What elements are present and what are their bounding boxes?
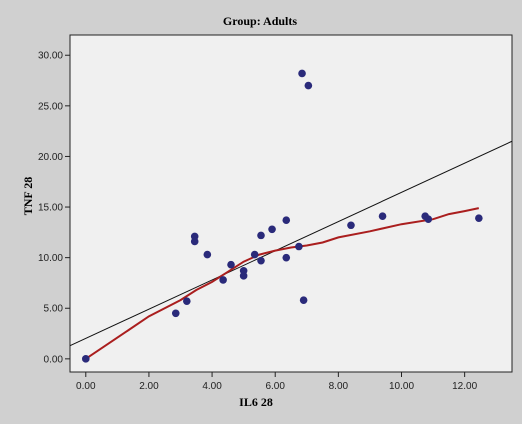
x-tick-label: 2.00 (139, 381, 159, 392)
data-point (268, 225, 276, 234)
y-tick-label: 0.00 (44, 354, 64, 365)
data-point (257, 231, 265, 240)
data-point (298, 69, 306, 78)
data-point (250, 250, 259, 259)
series-group (69, 69, 513, 363)
data-point (219, 276, 227, 284)
plot-area (69, 34, 513, 373)
y-tick-label: 15.00 (38, 203, 63, 214)
data-point (239, 266, 248, 275)
data-point (282, 216, 291, 224)
y-tick-label: 20.00 (38, 152, 63, 163)
linear-fit-line (69, 140, 513, 347)
data-point (227, 260, 235, 269)
x-tick-label: 4.00 (202, 381, 222, 392)
x-tick-label: 8.00 (329, 381, 349, 392)
data-point (171, 309, 180, 318)
x-tick-label: 6.00 (265, 381, 285, 392)
x-tick-label: 12.00 (452, 381, 477, 392)
x-tick-label: 10.00 (389, 381, 414, 392)
data-point (347, 221, 355, 230)
data-point (203, 250, 212, 259)
y-axis: 0.00 5.00 10.00 15.00 20.00 25.00 30.00 (38, 51, 70, 365)
data-point (190, 237, 199, 246)
data-point (183, 297, 191, 305)
data-point (81, 355, 90, 363)
x-axis: 0.00 2.00 4.00 6.00 8.00 10.00 12.00 (76, 372, 478, 392)
data-point (282, 253, 291, 262)
y-tick-label: 5.00 (44, 304, 64, 315)
x-tick-label: 0.00 (76, 381, 96, 392)
data-point (424, 215, 433, 223)
y-axis-title: TNF 28 (21, 177, 35, 216)
data-point (378, 212, 387, 220)
data-point (299, 296, 308, 304)
data-point (257, 256, 265, 265)
data-point (475, 214, 483, 222)
y-tick-label: 10.00 (38, 253, 63, 264)
chart-title: Group: Adults (223, 14, 297, 28)
y-tick-label: 25.00 (38, 101, 63, 112)
x-axis-title: IL6 28 (239, 395, 273, 409)
y-tick-label: 30.00 (38, 51, 63, 62)
data-point (304, 81, 313, 90)
data-point (295, 242, 303, 251)
